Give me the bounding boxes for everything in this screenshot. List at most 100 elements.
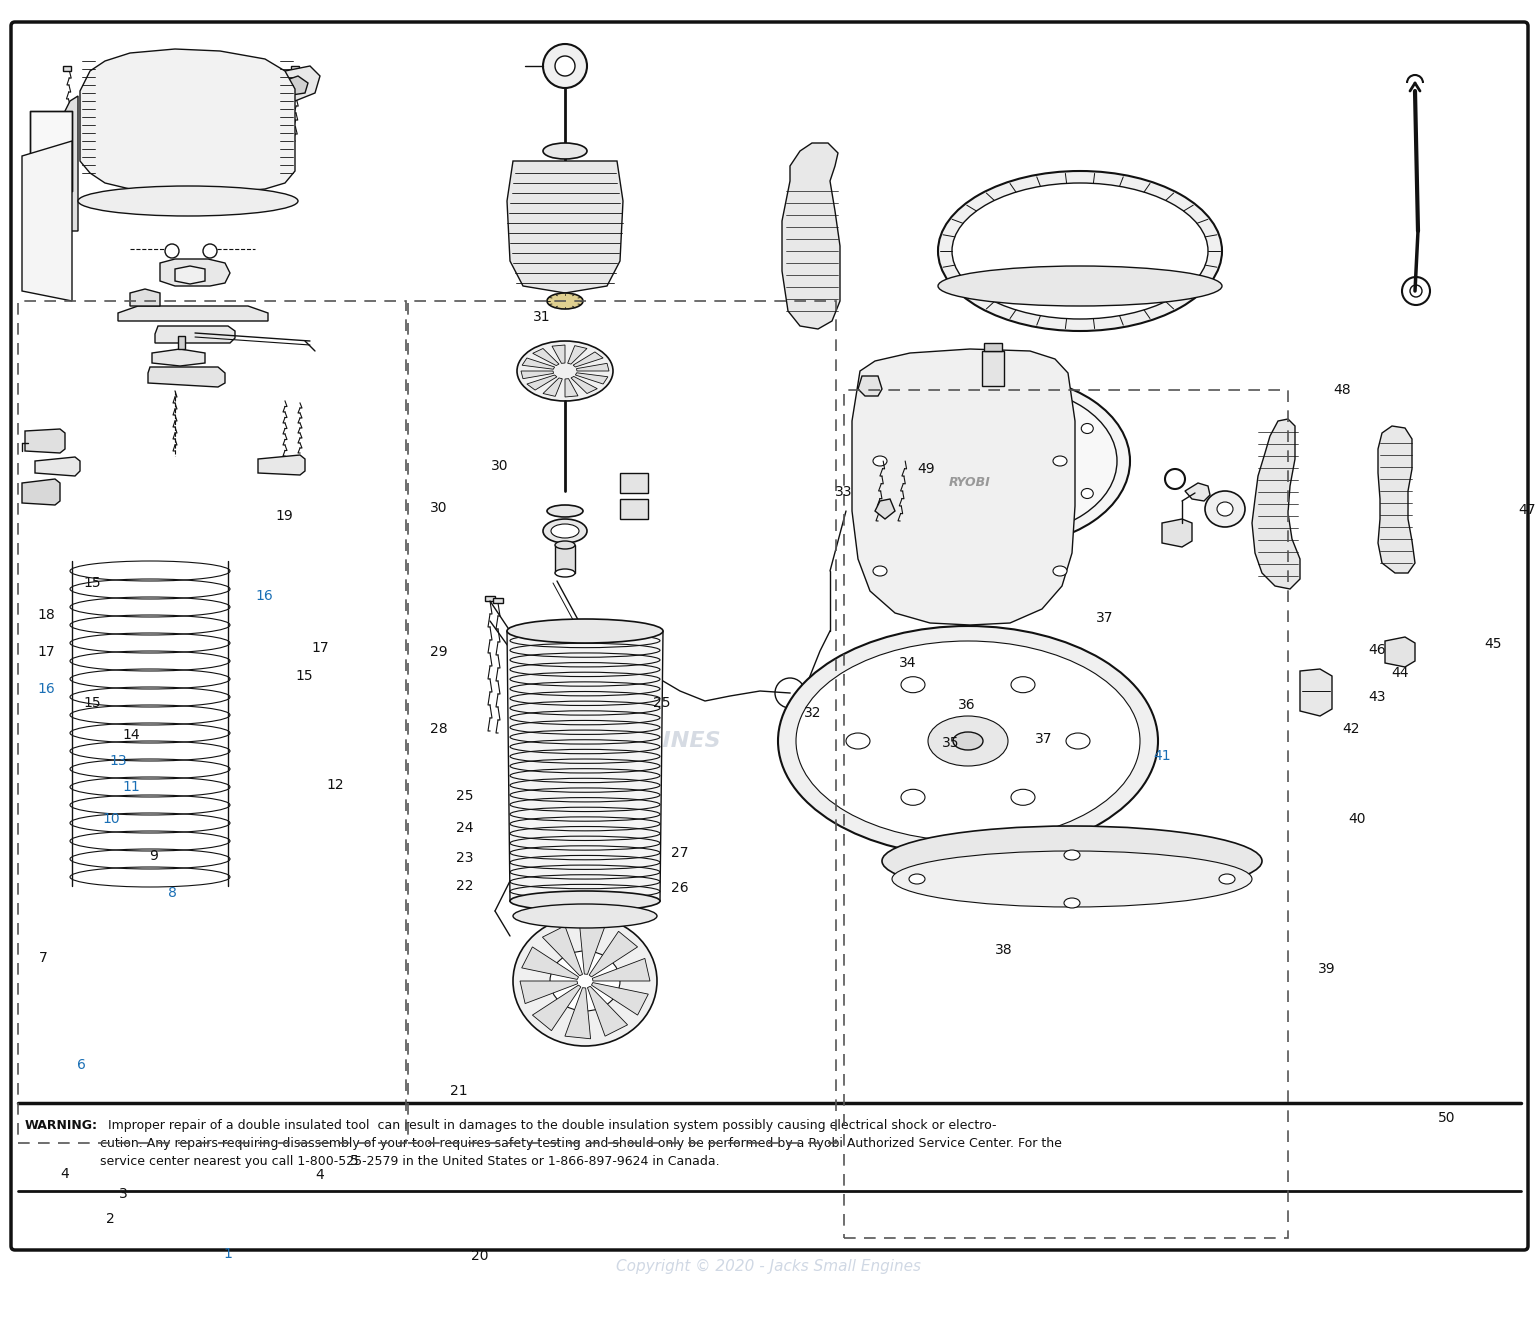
Ellipse shape	[873, 566, 886, 576]
Text: 17: 17	[311, 642, 329, 655]
Text: 14: 14	[122, 728, 140, 741]
Ellipse shape	[549, 952, 620, 1012]
Polygon shape	[553, 345, 565, 363]
Bar	[63, 67, 71, 71]
Ellipse shape	[796, 642, 1140, 841]
Polygon shape	[565, 378, 579, 397]
Text: 25: 25	[653, 696, 671, 709]
Polygon shape	[520, 981, 577, 1004]
Polygon shape	[526, 375, 557, 390]
Polygon shape	[543, 378, 562, 397]
Ellipse shape	[203, 244, 217, 258]
Bar	[408, 301, 836, 1143]
Polygon shape	[152, 349, 205, 366]
Text: 17: 17	[37, 646, 55, 659]
Polygon shape	[119, 306, 268, 321]
Text: Copyright © 2020 - Jacks Small Engines: Copyright © 2020 - Jacks Small Engines	[617, 1259, 922, 1274]
Ellipse shape	[1067, 733, 1090, 749]
Ellipse shape	[999, 391, 1011, 401]
Ellipse shape	[1011, 789, 1036, 805]
Ellipse shape	[917, 423, 928, 434]
Polygon shape	[265, 67, 320, 101]
Text: 50: 50	[1437, 1111, 1456, 1125]
Ellipse shape	[512, 904, 657, 928]
Ellipse shape	[937, 266, 1222, 306]
Bar	[843, 390, 1288, 1238]
Ellipse shape	[551, 524, 579, 538]
Ellipse shape	[953, 182, 1208, 319]
Polygon shape	[129, 289, 160, 306]
Text: 29: 29	[429, 646, 448, 659]
Ellipse shape	[543, 142, 586, 158]
Polygon shape	[593, 958, 649, 981]
Ellipse shape	[1082, 423, 1093, 434]
Text: 30: 30	[429, 502, 448, 515]
Text: 3: 3	[119, 1187, 128, 1201]
Text: 13: 13	[109, 755, 128, 768]
Polygon shape	[35, 457, 80, 476]
Polygon shape	[853, 349, 1076, 626]
Polygon shape	[571, 377, 597, 394]
Ellipse shape	[517, 341, 613, 401]
Ellipse shape	[1205, 491, 1245, 527]
Text: 5: 5	[349, 1154, 359, 1167]
Ellipse shape	[556, 568, 576, 578]
Text: 10: 10	[102, 812, 120, 825]
Text: 24: 24	[456, 821, 474, 835]
Polygon shape	[532, 349, 559, 366]
Text: 18: 18	[37, 608, 55, 622]
Polygon shape	[522, 371, 554, 379]
Polygon shape	[782, 142, 840, 329]
Polygon shape	[1300, 669, 1331, 716]
Polygon shape	[25, 429, 65, 453]
Ellipse shape	[846, 733, 870, 749]
Bar	[291, 67, 299, 71]
Text: 16: 16	[37, 683, 55, 696]
Polygon shape	[506, 631, 663, 901]
Ellipse shape	[999, 520, 1011, 531]
Bar	[192, 59, 202, 63]
Ellipse shape	[556, 540, 576, 548]
Ellipse shape	[900, 676, 925, 692]
Text: 45: 45	[1484, 638, 1502, 651]
Polygon shape	[556, 544, 576, 574]
Text: 36: 36	[957, 699, 976, 712]
Bar	[620, 473, 648, 492]
Polygon shape	[522, 946, 579, 980]
Polygon shape	[588, 986, 628, 1036]
Text: 49: 49	[917, 462, 936, 475]
Text: 23: 23	[456, 852, 474, 865]
Polygon shape	[272, 76, 308, 96]
Text: 32: 32	[803, 707, 822, 720]
Ellipse shape	[1063, 851, 1080, 860]
Ellipse shape	[165, 244, 179, 258]
Bar	[620, 499, 648, 519]
Ellipse shape	[873, 457, 886, 466]
Ellipse shape	[1082, 488, 1093, 499]
Ellipse shape	[543, 44, 586, 88]
Ellipse shape	[546, 504, 583, 516]
Polygon shape	[154, 98, 245, 121]
Text: 12: 12	[326, 779, 345, 792]
Ellipse shape	[893, 851, 1253, 906]
Polygon shape	[1162, 519, 1193, 547]
Polygon shape	[579, 924, 605, 974]
Polygon shape	[155, 326, 235, 343]
Ellipse shape	[546, 293, 583, 309]
Bar	[492, 598, 503, 603]
Text: 21: 21	[449, 1085, 468, 1098]
Polygon shape	[1253, 419, 1300, 590]
Text: 4: 4	[60, 1167, 69, 1181]
Text: 37: 37	[1034, 732, 1053, 745]
Ellipse shape	[509, 890, 660, 910]
Ellipse shape	[893, 386, 1117, 536]
Polygon shape	[589, 932, 637, 977]
Text: 47: 47	[1517, 503, 1536, 516]
Polygon shape	[506, 161, 623, 293]
Text: Improper repair of a double insulated tool  can result in damages to the double : Improper repair of a double insulated to…	[100, 1119, 1062, 1169]
Polygon shape	[49, 96, 78, 232]
Text: 35: 35	[942, 736, 960, 749]
Polygon shape	[1185, 483, 1210, 500]
Ellipse shape	[512, 916, 657, 1046]
Ellipse shape	[1217, 502, 1233, 516]
